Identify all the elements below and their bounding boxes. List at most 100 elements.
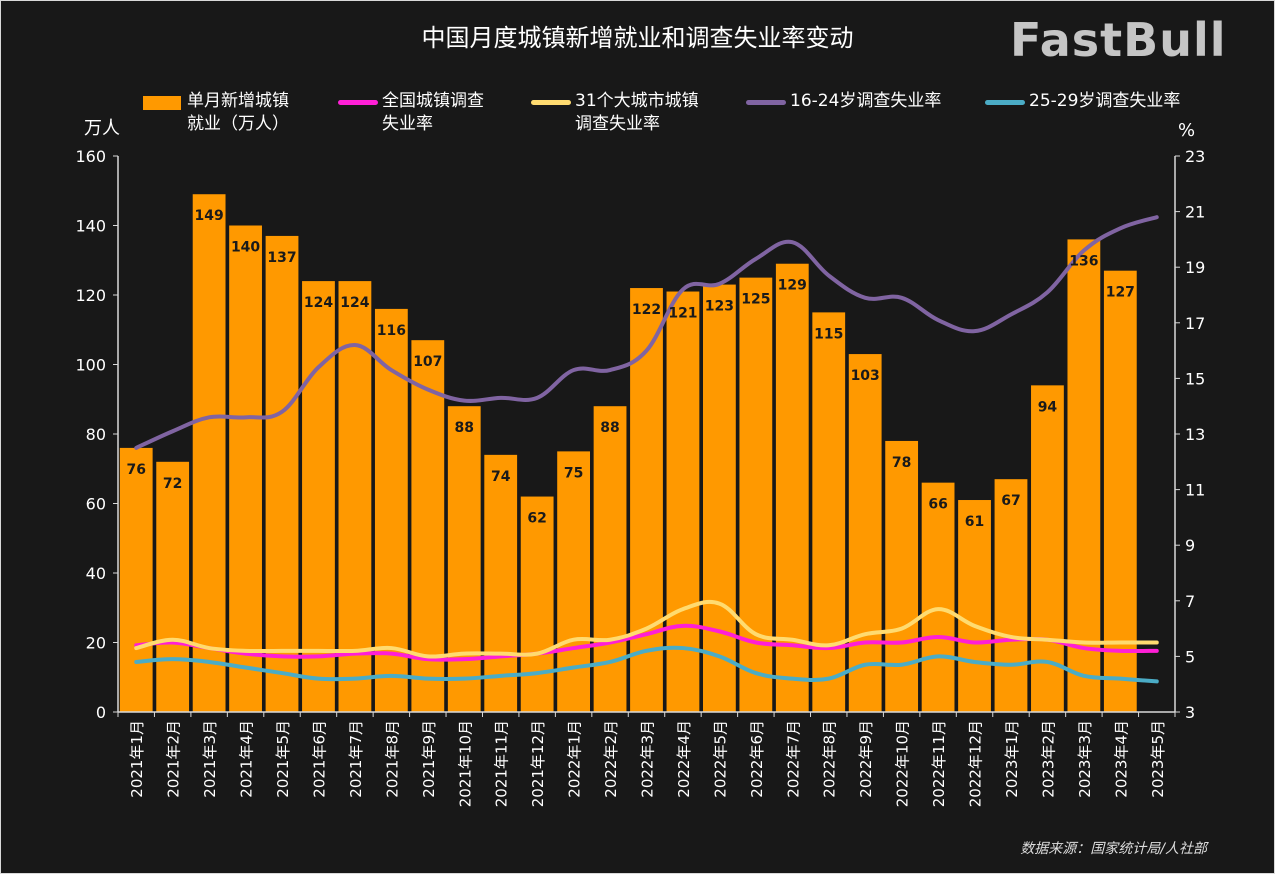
left-tick-label: 80 (86, 425, 106, 444)
line-31-cities (134, 599, 1159, 659)
x-tick-label: 2023年3月 (1076, 720, 1094, 798)
bar-value-label: 123 (705, 299, 734, 315)
legend-label: 31个大城市城镇 调查失业率 (575, 91, 699, 134)
right-tick-label: 3 (1185, 703, 1195, 722)
bar (520, 496, 554, 712)
left-tick-label: 60 (86, 495, 106, 514)
legend-label: 单月新增城镇 就业（万人） (187, 91, 289, 134)
legend-swatch-bars (143, 96, 181, 110)
bar (119, 447, 153, 712)
bar-value-label: 94 (1038, 399, 1058, 415)
bar (156, 461, 190, 712)
x-tick-label: 2021年7月 (347, 720, 365, 798)
legend-swatch-national (338, 100, 378, 105)
watermark-logo: FastBull (1010, 13, 1227, 67)
legend-item-16-24: 16-24岁调查失业率 (746, 90, 941, 113)
bar-value-label: 124 (304, 295, 333, 311)
bar (739, 277, 773, 712)
bar (885, 440, 919, 712)
x-tick-label: 2021年5月 (274, 720, 292, 798)
x-tick-label: 2021年2月 (165, 720, 183, 798)
x-tick-label: 2023年2月 (1039, 720, 1057, 798)
bar-value-label: 66 (928, 497, 947, 513)
x-tick-label: 2022年9月 (857, 720, 875, 798)
bar-value-label: 76 (126, 462, 145, 478)
bar-value-label: 72 (163, 476, 182, 492)
x-tick-label: 2022年2月 (602, 720, 620, 798)
x-tick-label: 2021年12月 (529, 720, 547, 807)
legend-item-25-29: 25-29岁调查失业率 (985, 90, 1180, 113)
bar-value-label: 88 (600, 420, 619, 436)
x-tick-label: 2021年3月 (201, 720, 219, 798)
bar-value-label: 122 (632, 302, 661, 318)
left-tick-label: 0 (96, 703, 106, 722)
x-tick-label: 2023年5月 (1149, 720, 1167, 798)
legend-label: 16-24岁调查失业率 (790, 91, 942, 111)
x-tick-label: 2021年9月 (420, 720, 438, 798)
bar (666, 291, 700, 712)
right-tick-label: 11 (1185, 481, 1205, 500)
bar-value-label: 75 (564, 465, 583, 481)
bar-value-label: 129 (778, 278, 807, 294)
bar (812, 312, 846, 712)
bar-value-label: 127 (1106, 285, 1135, 301)
bar-value-label: 103 (851, 368, 880, 384)
right-tick-label: 19 (1185, 258, 1205, 277)
bar-value-label: 137 (267, 250, 296, 266)
bar-value-label: 62 (527, 511, 546, 527)
legend-swatch-16-24 (746, 100, 786, 105)
line-25-29 (134, 645, 1159, 684)
left-tick-label: 140 (75, 217, 106, 236)
line-national (134, 623, 1159, 662)
bar-value-label: 74 (491, 469, 511, 485)
x-tick-label: 2023年1月 (1003, 720, 1021, 798)
x-tick-label: 2022年8月 (821, 720, 839, 798)
bar-value-label: 116 (377, 323, 406, 339)
bar-value-label: 67 (1001, 493, 1020, 509)
legend-swatch-31cities (531, 100, 571, 105)
right-tick-label: 13 (1185, 425, 1205, 444)
bar (848, 354, 882, 712)
bar-value-label: 136 (1069, 253, 1098, 269)
x-tick-label: 2023年4月 (1112, 720, 1130, 798)
bar-value-label: 125 (741, 292, 770, 308)
bar (1103, 270, 1137, 712)
x-tick-label: 2022年4月 (675, 720, 693, 798)
x-tick-label: 2022年6月 (748, 720, 766, 798)
right-axis-unit: % (1178, 120, 1196, 141)
legend-swatch-25-29 (985, 100, 1025, 105)
data-source: 数据来源：国家统计局/人社部 (1020, 841, 1207, 857)
bar (958, 500, 991, 712)
legend-label: 全国城镇调查 失业率 (382, 91, 484, 134)
right-tick-label: 23 (1185, 147, 1205, 166)
bar (557, 451, 591, 712)
x-tick-label: 2022年7月 (784, 720, 802, 798)
right-tick-label: 15 (1185, 369, 1205, 388)
bar (921, 482, 955, 712)
right-tick-label: 7 (1185, 592, 1195, 611)
x-tick-label: 2022年3月 (639, 720, 657, 798)
bar-value-label: 88 (455, 420, 474, 436)
legend-item-bars: 单月新增城镇 就业（万人） (143, 90, 289, 136)
x-tick-label: 2022年5月 (711, 720, 729, 798)
x-tick-label: 2021年11月 (493, 720, 511, 807)
right-tick-label: 21 (1185, 203, 1205, 222)
bar (265, 235, 299, 713)
left-tick-label: 100 (75, 356, 106, 375)
x-tick-label: 2022年11月 (930, 720, 948, 807)
left-axis-unit: 万人 (84, 118, 120, 139)
bar-value-label: 61 (965, 514, 984, 530)
right-tick-label: 17 (1185, 314, 1205, 333)
right-tick-label: 5 (1185, 647, 1195, 666)
x-tick-label: 2022年10月 (894, 720, 912, 807)
left-tick-label: 160 (75, 147, 106, 166)
line-16-24 (134, 215, 1159, 450)
bar-value-label: 78 (892, 455, 911, 471)
bar (994, 479, 1028, 712)
bar (447, 406, 481, 712)
left-tick-label: 120 (75, 286, 106, 305)
bar (1031, 385, 1064, 712)
legend-label: 25-29岁调查失业率 (1029, 91, 1181, 111)
x-tick-label: 2021年4月 (238, 720, 256, 798)
